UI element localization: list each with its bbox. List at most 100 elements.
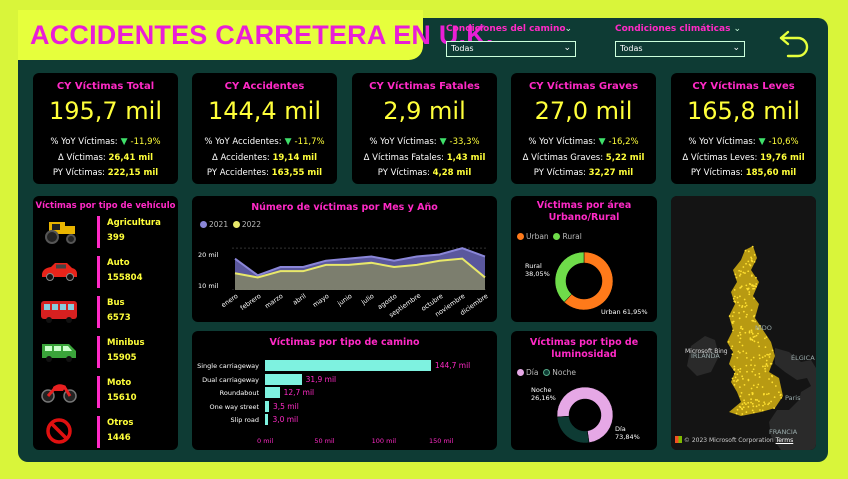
vehicle-item: Minibus 15905 xyxy=(33,336,163,368)
kpi-yoy: % YoY Víctimas: ▼ -11,9% xyxy=(50,137,161,147)
road-type-label: Slip road xyxy=(230,416,259,424)
road-type-value: 3,5 mil xyxy=(273,401,299,411)
kpi-card: CY Accidentes 144,4 mil % YoY Accidentes… xyxy=(192,73,337,184)
kpi-yoy: % YoY Víctimas: ▼ -16,2% xyxy=(528,137,639,147)
road-condition-value: Todas xyxy=(451,44,474,53)
vehicle-value: 15610 xyxy=(107,393,137,403)
area-series-2022 xyxy=(235,258,485,290)
vehicle-item: Auto 155804 xyxy=(33,256,163,288)
area-pie-title: Víctimas por área Urbano/Rural xyxy=(536,200,632,223)
vehicle-item: Agricultura 399 xyxy=(33,216,163,248)
weather-condition-filter-label: Condiciones climáticas xyxy=(615,24,731,34)
map-terms-link[interactable]: Terms xyxy=(775,437,794,444)
chevron-down-icon[interactable]: ⌄ xyxy=(563,43,571,53)
road-type-label: One way street xyxy=(209,402,259,411)
kpi-delta: Δ Víctimas: 26,41 mil xyxy=(57,153,154,163)
kpi-title: CY Víctimas Total xyxy=(56,81,155,92)
chevron-up-icon[interactable]: ⌄ xyxy=(564,24,572,34)
legend-2021: 2021 xyxy=(209,220,229,229)
road-type-bar xyxy=(265,387,280,398)
kpi-value: 195,7 mil xyxy=(48,97,163,125)
vehicle-value: 6573 xyxy=(107,313,131,323)
vehicle-name: Minibus xyxy=(107,338,145,348)
kpi-value: 2,9 mil xyxy=(383,97,466,125)
road-type-bar xyxy=(265,414,269,425)
road-type-label: Single carriageway xyxy=(197,362,259,370)
down-triangle-icon: ▼ xyxy=(284,137,292,147)
vehicle-name: Otros xyxy=(107,418,134,428)
ytick-10: 10 mil xyxy=(198,282,219,290)
vehicle-divider xyxy=(97,376,100,408)
donut-slice-noche xyxy=(557,415,590,443)
road-type-value: 31,9 mil xyxy=(305,374,337,384)
road-type-value: 144,7 mil xyxy=(434,361,471,370)
map-copyright: © 2023 Microsoft Corporation xyxy=(683,437,774,444)
down-triangle-icon: ▼ xyxy=(439,137,447,147)
road-type-label: Dual carriageway xyxy=(202,375,259,384)
kpi-title: CY Víctimas Graves xyxy=(528,81,639,92)
kpi-card: CY Víctimas Total 195,7 mil % YoY Víctim… xyxy=(33,73,178,184)
kpi-previous-year: PY Víctimas: 185,60 mil xyxy=(690,168,797,178)
down-triangle-icon: ▼ xyxy=(120,137,128,147)
light-pie-legend: Día Noche xyxy=(517,368,576,377)
chevron-down-icon[interactable]: ⌄ xyxy=(732,43,740,53)
down-triangle-icon: ▼ xyxy=(598,137,606,147)
kpi-yoy: % YoY Víctimas: ▼ -10,6% xyxy=(688,137,799,147)
vehicle-value: 155804 xyxy=(107,273,143,283)
month-chart-title: Número de víctimas por Mes y Año xyxy=(251,202,438,213)
road-condition-filter[interactable]: Condiciones del camino ⌄ Todas ⌄ xyxy=(446,24,576,57)
kpi-delta: Δ Víctimas Fatales: 1,43 mil xyxy=(363,153,486,163)
legend-2022: 2022 xyxy=(241,220,261,229)
legend-noche: Noche xyxy=(552,368,576,377)
road-type-value: 12,7 mil xyxy=(283,388,315,397)
night-slice-label: Noche 26,16% xyxy=(531,386,556,402)
car-icon xyxy=(39,258,79,284)
vehicle-name: Bus xyxy=(107,298,125,308)
kpi-delta: Δ Víctimas Leves: 19,76 mil xyxy=(682,153,805,163)
down-triangle-icon: ▼ xyxy=(758,137,766,147)
kpi-previous-year: PY Víctimas: 222,15 mil xyxy=(52,168,159,178)
map-card[interactable]: NIDO IRLANDA Paris FRANCIA ÉLGICA © 2023… xyxy=(671,196,816,450)
kpi-value: 165,8 mil xyxy=(686,97,801,125)
kpi-card: CY Víctimas Fatales 2,9 mil % YoY Víctim… xyxy=(352,73,497,184)
road-xtick: 100 mil xyxy=(371,437,397,445)
kpi-yoy: % YoY Víctimas: ▼ -33,3% xyxy=(369,137,480,147)
vehicle-divider xyxy=(97,256,100,288)
vehicle-card-title: Víctimas por tipo de vehículo xyxy=(35,201,176,211)
kpi-card: CY Víctimas Leves 165,8 mil % YoY Víctim… xyxy=(671,73,816,184)
area-pie-legend: Urban Rural xyxy=(517,232,582,241)
kpi-card: CY Víctimas Graves 27,0 mil % YoY Víctim… xyxy=(511,73,656,184)
urban-slice-label: Urban 61,95% xyxy=(601,308,648,316)
uk-map[interactable] xyxy=(671,196,816,450)
map-label-belgica: ÉLGICA xyxy=(791,354,815,362)
map-label-paris: Paris xyxy=(785,394,801,402)
motorcycle-icon xyxy=(39,378,79,404)
road-xtick: 0 mil xyxy=(257,437,274,445)
road-condition-select[interactable]: Todas ⌄ xyxy=(446,41,576,57)
road-chart-title: Víctimas por tipo de camino xyxy=(269,337,420,348)
road-xtick: 50 mil xyxy=(314,437,335,445)
month-area-plot xyxy=(232,247,488,290)
chevron-up-icon[interactable]: ⌄ xyxy=(733,24,741,34)
vehicle-name: Agricultura xyxy=(107,218,161,228)
kpi-yoy: % YoY Accidentes: ▼ -11,7% xyxy=(204,137,325,147)
vehicle-value: 399 xyxy=(107,233,125,243)
road-chart-card: Víctimas por tipo de camino Single carri… xyxy=(192,331,497,450)
urban-rural-donut xyxy=(555,252,613,310)
kpi-value: 27,0 mil xyxy=(534,97,633,125)
day-slice-label: Día 73,84% xyxy=(615,425,640,441)
legend-rural: Rural xyxy=(562,232,582,241)
light-pie-card: Víctimas por tipo de luminosidad Día Noc… xyxy=(511,331,657,450)
title-bar xyxy=(18,10,423,60)
kpi-previous-year: PY Víctimas: 4,28 mil xyxy=(377,168,472,178)
kpi-delta: Δ Accidentes: 19,14 mil xyxy=(212,153,317,163)
donut-slice-día xyxy=(557,387,613,443)
vehicle-item: Otros 1446 xyxy=(33,416,163,448)
vehicle-name: Auto xyxy=(107,258,130,268)
legend-urban: Urban xyxy=(526,232,549,241)
kpi-title: CY Víctimas Leves xyxy=(692,81,795,92)
vehicle-value: 15905 xyxy=(107,353,137,363)
weather-condition-filter[interactable]: Condiciones climáticas ⌄ Todas ⌄ xyxy=(615,24,745,57)
weather-condition-select[interactable]: Todas ⌄ xyxy=(615,41,745,57)
undo-arrow-icon[interactable] xyxy=(778,24,812,58)
